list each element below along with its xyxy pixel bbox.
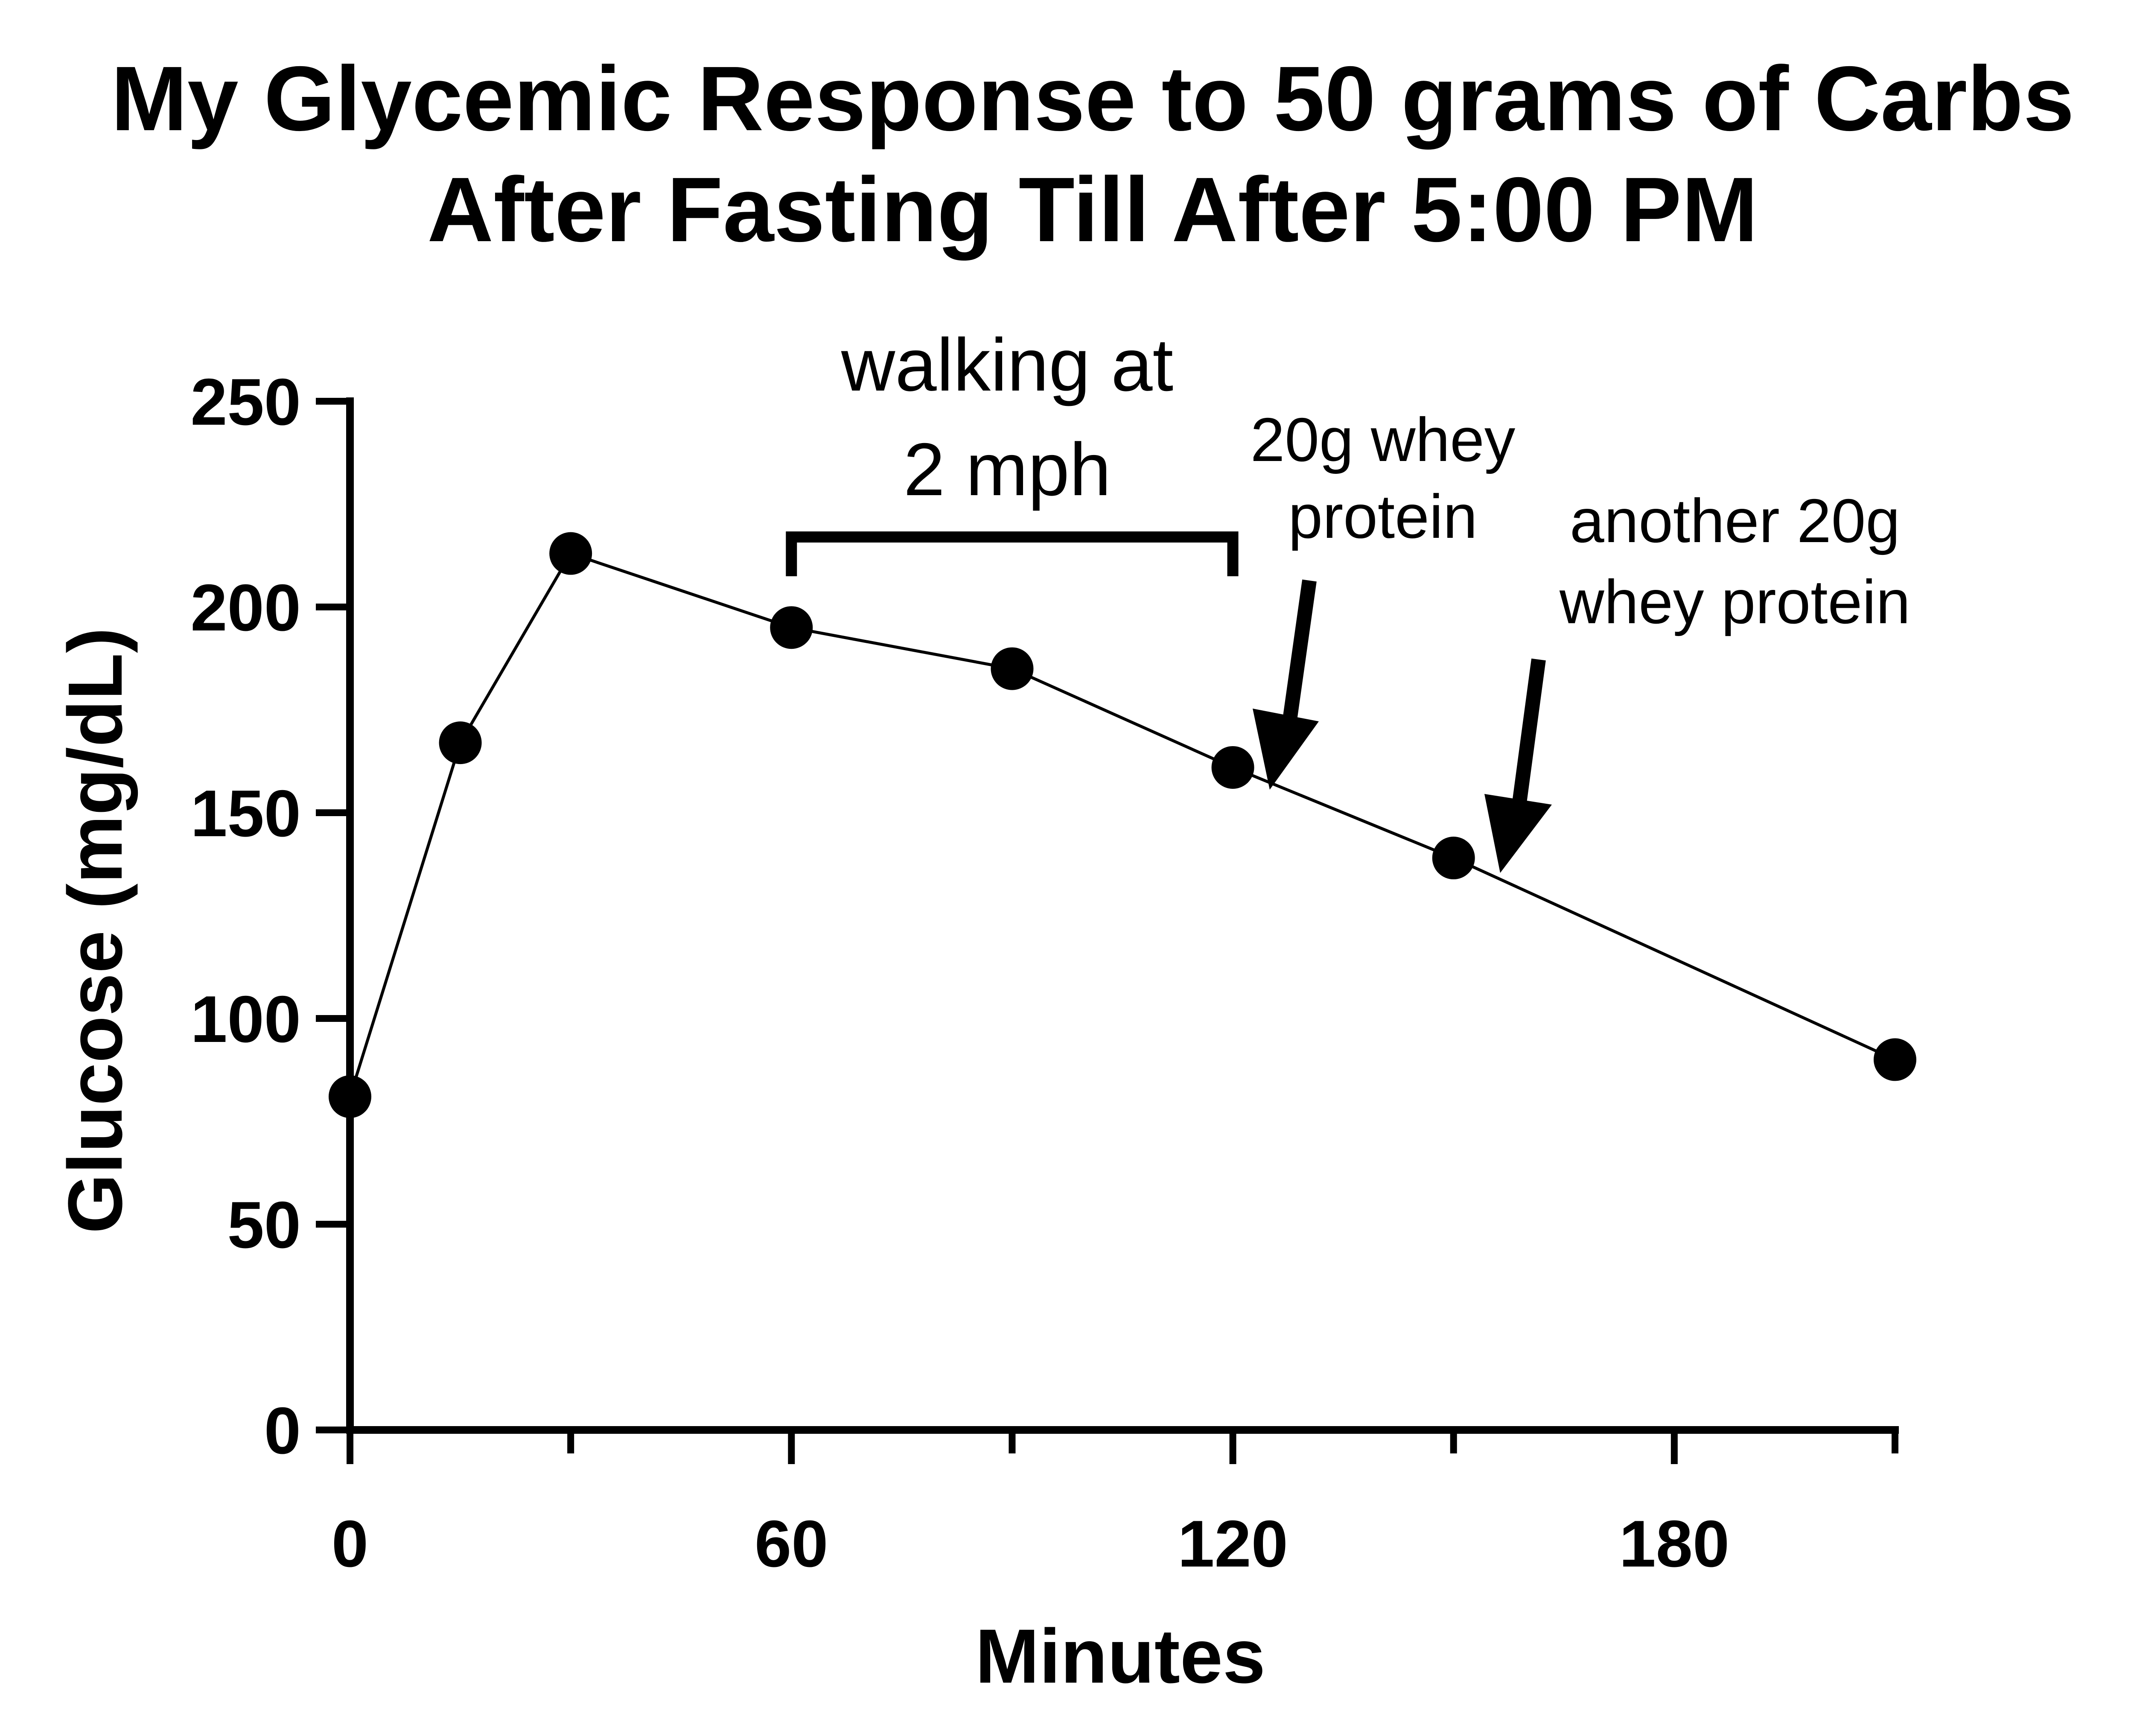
walking-annotation-line-1: walking at	[841, 324, 1173, 407]
y-axis-title: Glucose (mg/dL)	[52, 627, 138, 1234]
whey-annotation-1-line-1: 20g whey	[1251, 405, 1516, 474]
data-point	[329, 1075, 371, 1118]
x-tick-label: 120	[1178, 1507, 1288, 1581]
x-axis-title: Minutes	[975, 1613, 1265, 1699]
whey-arrow-1-head	[1253, 709, 1319, 790]
whey-annotation-1-line-2: protein	[1288, 482, 1477, 551]
chart-title-line-1: My Glycemic Response to 50 grams of Carb…	[111, 47, 2074, 150]
walking-bracket	[786, 531, 1239, 576]
whey-arrow-2-shaft	[1512, 658, 1546, 804]
whey-annotation-2-line-2: whey protein	[1559, 567, 1910, 636]
series-line	[348, 552, 1896, 1097]
y-tick-label: 100	[190, 982, 301, 1056]
data-point	[549, 532, 592, 575]
x-tick-label: 180	[1619, 1507, 1730, 1581]
whey-annotation-2-line-1: another 20g	[1570, 486, 1900, 555]
series-points	[329, 532, 1916, 1118]
y-tick-label: 250	[190, 365, 301, 439]
data-point	[991, 647, 1034, 690]
y-tick-label: 150	[190, 776, 301, 850]
x-ticks: 0 60 120 180	[332, 1430, 1898, 1581]
y-tick-label: 0	[264, 1394, 301, 1468]
data-point	[439, 721, 482, 764]
y-ticks: 0 50 100 150 200 250	[190, 365, 350, 1468]
data-point	[1432, 837, 1475, 880]
whey-arrow-1-shaft	[1282, 579, 1317, 727]
x-tick-label: 0	[332, 1507, 368, 1581]
whey-arrow-2-head	[1484, 794, 1552, 873]
data-point	[1874, 1038, 1916, 1081]
chart-title-line-2: After Fasting Till After 5:00 PM	[427, 158, 1758, 261]
data-point	[770, 606, 813, 649]
y-tick-label: 200	[190, 571, 301, 645]
x-tick-label: 60	[755, 1507, 828, 1581]
walking-annotation-line-2: 2 mph	[904, 428, 1111, 511]
y-tick-label: 50	[227, 1188, 301, 1262]
data-point	[1211, 746, 1254, 789]
